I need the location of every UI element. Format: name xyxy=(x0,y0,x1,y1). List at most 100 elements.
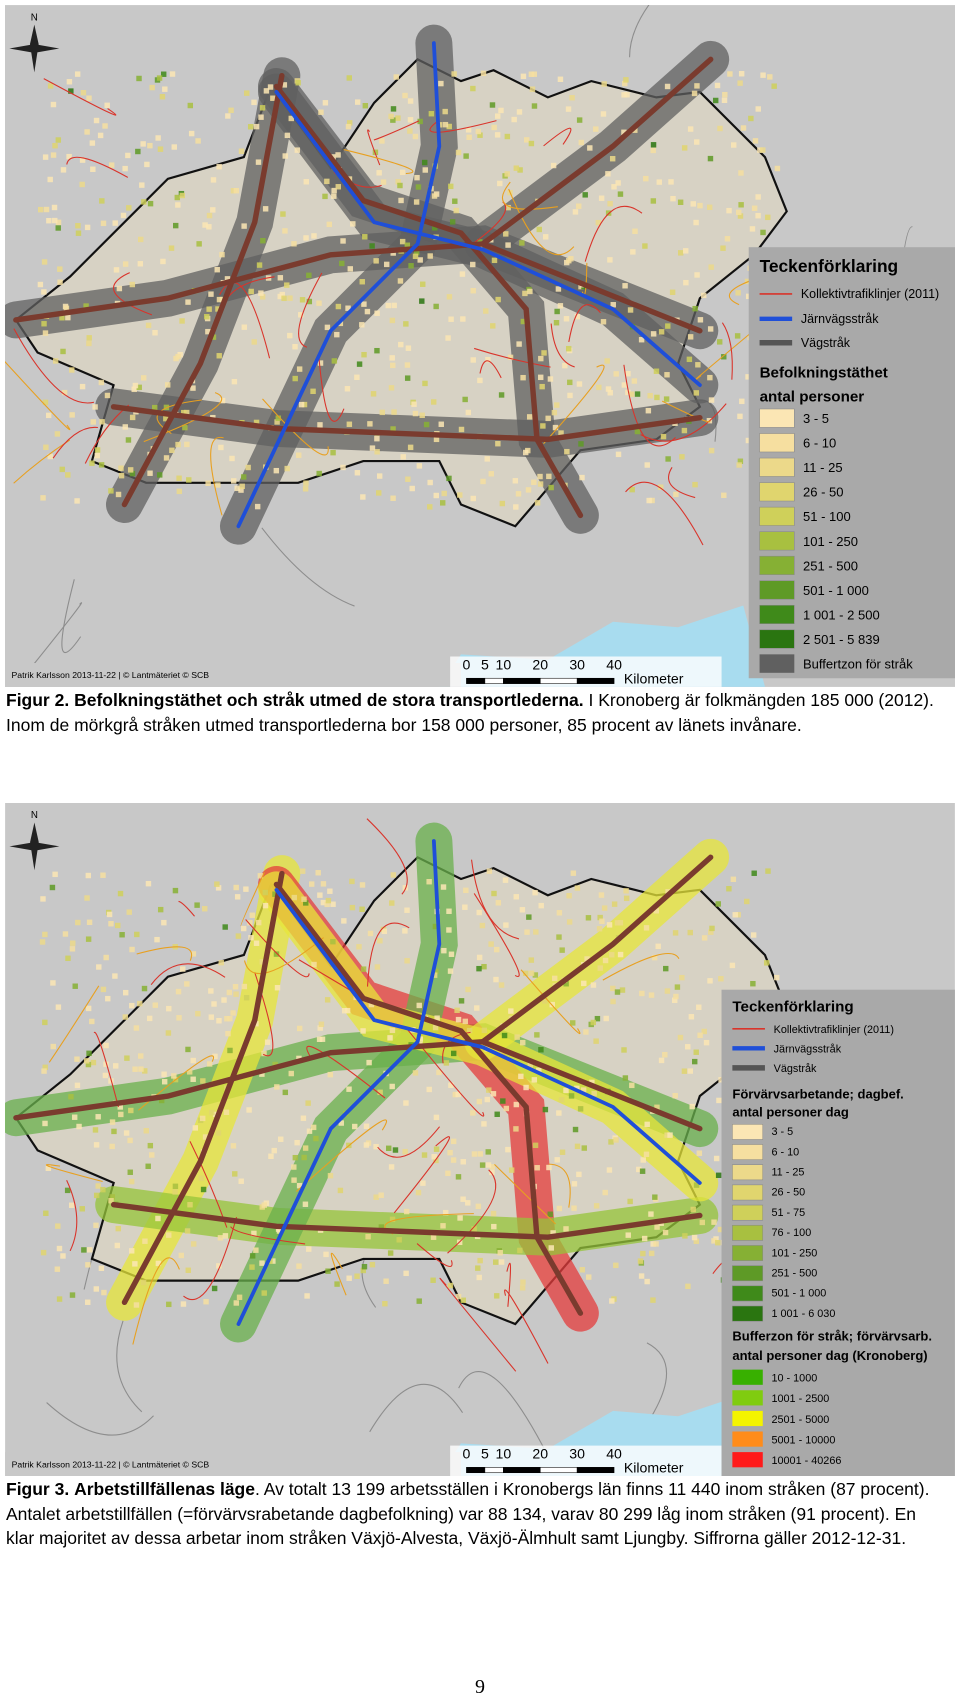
population-cell xyxy=(387,1035,393,1041)
population-cell xyxy=(412,253,419,260)
population-cell xyxy=(253,419,260,426)
road xyxy=(273,881,584,1316)
population-cell xyxy=(108,921,114,927)
legend-label: Kollektivtrafiklinjer (2011) xyxy=(801,287,939,301)
population-cell xyxy=(386,1145,392,1152)
population-cell xyxy=(623,888,629,894)
population-cell xyxy=(683,279,689,286)
population-cell xyxy=(215,482,221,488)
population-cell xyxy=(721,492,727,499)
population-cell xyxy=(731,142,737,148)
population-cell xyxy=(568,1093,575,1099)
population-cell xyxy=(594,1015,601,1022)
population-cell xyxy=(180,1301,187,1307)
population-cell xyxy=(708,929,714,935)
population-cell xyxy=(539,383,545,390)
population-cell xyxy=(324,901,330,908)
population-cell xyxy=(334,1281,340,1287)
population-cell xyxy=(513,504,519,510)
population-cell xyxy=(644,462,650,468)
population-cell xyxy=(363,1142,370,1148)
population-cell xyxy=(208,988,214,994)
population-cell xyxy=(751,870,757,876)
population-cell xyxy=(138,1066,144,1072)
population-cell xyxy=(409,485,415,492)
population-cell xyxy=(696,1004,702,1010)
credit: Patrik Karlsson 2013-11-22 | © Lantmäter… xyxy=(12,1459,210,1469)
population-cell xyxy=(100,872,106,878)
population-cell xyxy=(205,480,211,486)
transit-line xyxy=(240,872,265,927)
population-cell xyxy=(171,144,177,150)
population-cell xyxy=(637,1258,644,1264)
population-cell xyxy=(576,117,583,123)
transit-line xyxy=(48,985,100,1063)
population-cell xyxy=(206,212,213,219)
population-cell xyxy=(765,214,771,221)
population-cell xyxy=(462,396,468,403)
transit-line xyxy=(640,403,727,442)
population-cell xyxy=(443,1209,449,1216)
population-cell xyxy=(638,336,645,343)
population-cell xyxy=(455,1174,462,1180)
population-cell xyxy=(261,1290,267,1296)
population-cell xyxy=(398,341,404,348)
population-cell xyxy=(227,1047,233,1054)
population-cell xyxy=(531,103,538,109)
population-cell xyxy=(727,71,733,77)
population-cell xyxy=(303,900,309,906)
population-cell xyxy=(525,487,532,493)
population-cell xyxy=(567,379,573,386)
population-cell xyxy=(403,321,409,327)
population-cell xyxy=(576,381,583,387)
population-cell xyxy=(508,1008,514,1014)
transit-line xyxy=(520,969,581,1034)
population-cell xyxy=(541,998,548,1004)
population-cell xyxy=(557,303,564,309)
population-cell xyxy=(421,1152,428,1158)
population-cell xyxy=(593,126,599,132)
population-cell xyxy=(536,1067,542,1074)
population-cell xyxy=(646,497,652,504)
population-cell xyxy=(607,200,613,207)
population-cell xyxy=(699,1219,706,1226)
population-cell xyxy=(316,470,322,477)
population-cell xyxy=(157,146,164,152)
population-cell xyxy=(455,1293,462,1300)
population-cell xyxy=(247,920,253,926)
population-cell xyxy=(648,992,655,998)
population-cell xyxy=(404,907,410,913)
population-cell xyxy=(500,1098,506,1104)
population-cell xyxy=(89,140,96,146)
population-cell xyxy=(86,340,92,347)
population-cell xyxy=(656,179,662,185)
population-cell xyxy=(102,123,108,129)
population-cell xyxy=(432,923,439,930)
legend-label: 10 - 1000 xyxy=(771,1373,817,1385)
population-cell xyxy=(226,989,233,996)
population-cell xyxy=(284,465,290,472)
population-cell xyxy=(528,71,535,77)
population-cell xyxy=(404,242,411,248)
population-cell xyxy=(593,1038,599,1044)
population-cell xyxy=(441,947,447,954)
population-cell xyxy=(442,108,448,115)
transit-line xyxy=(508,188,575,256)
caption-label: Figur 2. xyxy=(6,690,70,710)
population-cell xyxy=(160,71,167,77)
population-cell xyxy=(400,454,406,460)
population-cell xyxy=(579,474,585,481)
population-cell xyxy=(744,898,750,905)
population-cell xyxy=(158,1097,165,1104)
road xyxy=(273,83,584,519)
population-cell xyxy=(531,1077,538,1083)
population-cell xyxy=(282,1089,289,1096)
population-cell xyxy=(407,128,413,134)
population-cell xyxy=(172,1183,179,1190)
population-cell xyxy=(151,404,158,411)
population-cell xyxy=(430,1234,437,1240)
population-cell xyxy=(722,91,728,98)
population-cell xyxy=(449,219,456,225)
population-cell xyxy=(206,1061,213,1067)
population-cell xyxy=(128,1107,134,1114)
